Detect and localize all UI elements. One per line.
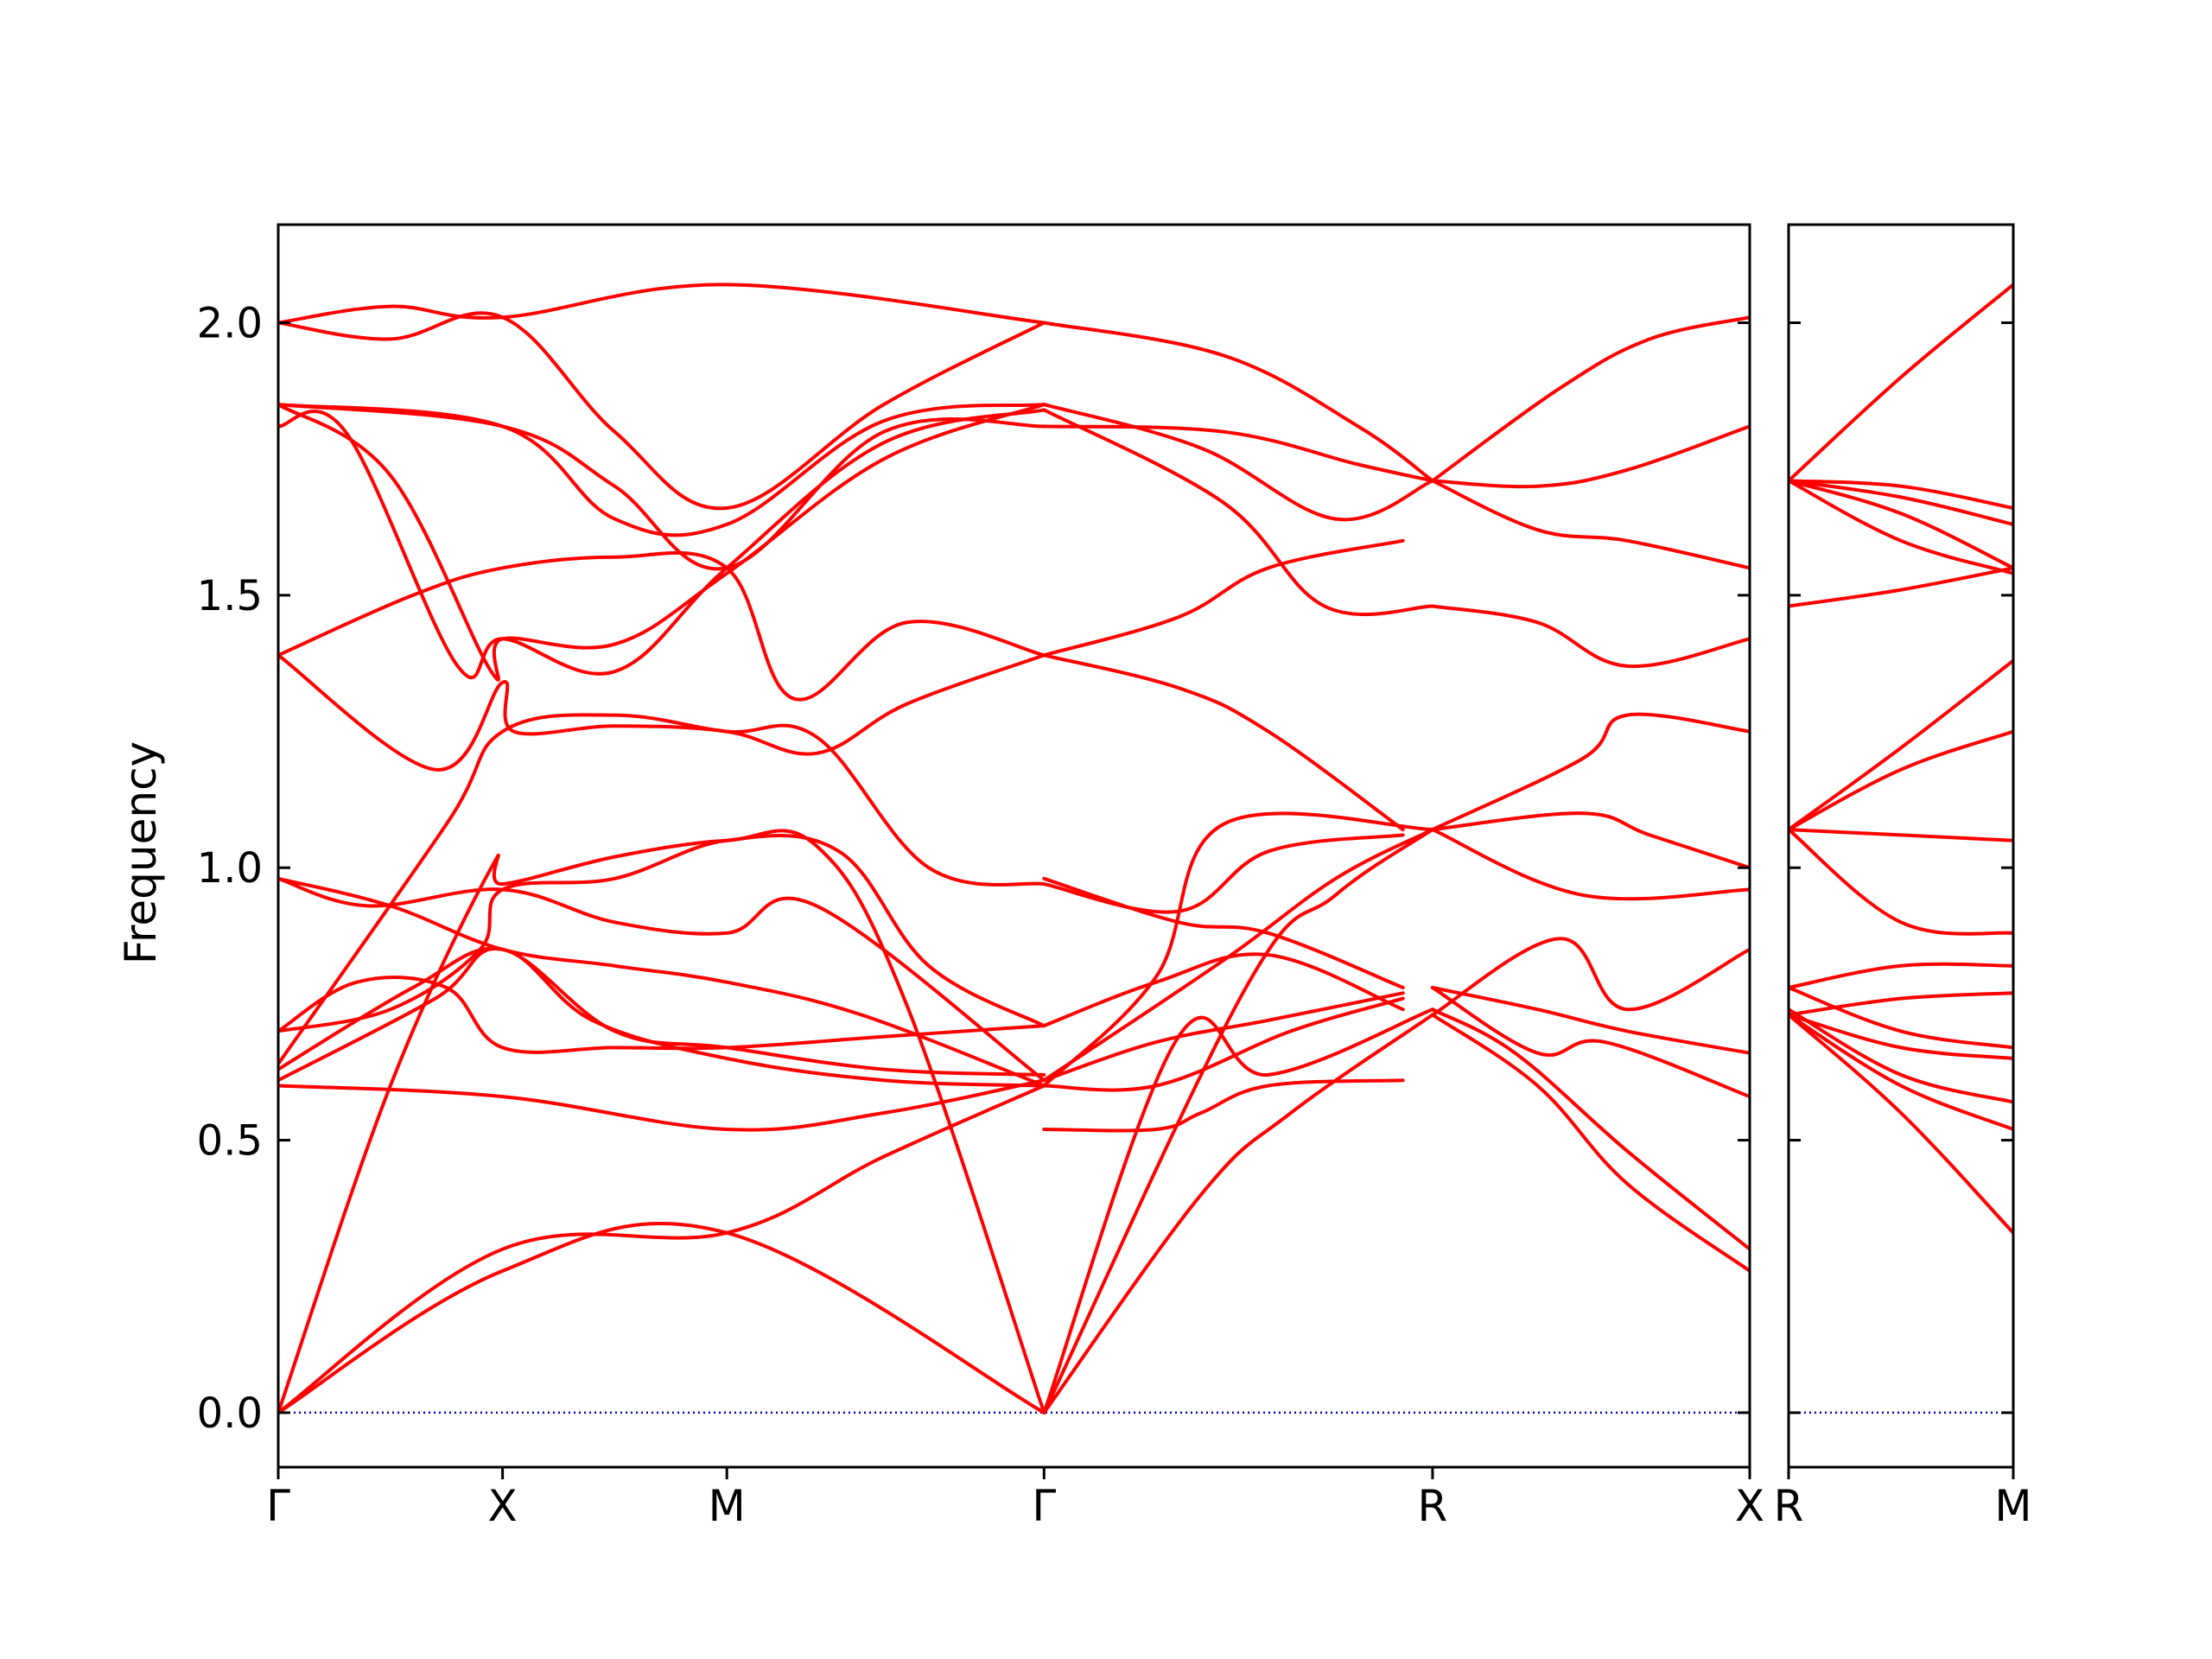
- x-tick-label: M: [1994, 1481, 2031, 1531]
- band-series-9: [278, 834, 1046, 1033]
- x-tick-label: R: [1774, 1481, 1804, 1531]
- band-series-38: [1430, 1007, 1750, 1251]
- band-series-8: [1789, 828, 2013, 936]
- y-tick-label: 2.0: [197, 300, 263, 348]
- y-tick-label: 0.0: [197, 1389, 263, 1438]
- band-series-14: [278, 408, 1046, 680]
- band-series-17: [1789, 283, 2013, 483]
- band-series-1: [1789, 1013, 2013, 1235]
- band-series-7: [278, 713, 1046, 1066]
- x-tick-label: R: [1418, 1481, 1448, 1531]
- band-series-8: [278, 976, 1046, 1054]
- band-series-4: [1789, 1013, 2013, 1060]
- band-series-41: [1430, 937, 1750, 1017]
- axes-frame: [276, 223, 1751, 1469]
- band-series-1: [278, 1222, 1046, 1414]
- axes-frame: [1787, 223, 2015, 1469]
- band-series-48: [1430, 315, 1750, 483]
- band-series-43: [1430, 828, 1750, 901]
- x-tick-label: Γ: [266, 1481, 290, 1531]
- band-series-5: [1789, 986, 2013, 1050]
- band-series-17: [278, 403, 1046, 537]
- band-series-45: [1430, 604, 1750, 669]
- band-series-36: [1042, 811, 1434, 1088]
- x-tick-label: X: [1735, 1481, 1764, 1531]
- band-series-18: [278, 311, 1046, 511]
- band-series-4: [278, 1078, 1046, 1132]
- band-series-19: [278, 283, 1046, 325]
- band-series-13: [1789, 479, 2013, 575]
- band-series-11: [278, 876, 1046, 1088]
- band-series-16: [1789, 479, 2013, 510]
- y-axis-label: Frequency: [116, 741, 166, 964]
- band-series-21: [1042, 996, 1405, 1092]
- band-series-27: [1042, 538, 1405, 658]
- band-series-6: [1789, 991, 2013, 1017]
- band-series-28: [1042, 424, 1434, 483]
- band-series-46: [1430, 479, 1750, 570]
- band-series-37: [1430, 1013, 1750, 1273]
- band-series-23: [1042, 952, 1405, 1028]
- panel-main: 0.0 0.5 1.0 1.5 2.0 Γ X M Γ R X: [197, 223, 1764, 1531]
- band-series-10: [278, 876, 1046, 1083]
- band-series-13: [278, 550, 1046, 702]
- band-series-25: [1042, 876, 1405, 989]
- band-series-29: [1042, 321, 1434, 483]
- x-tick-label: M: [709, 1481, 746, 1531]
- band-series-20: [1042, 1078, 1405, 1133]
- band-series-16: [278, 403, 1046, 571]
- band-series-47: [1430, 424, 1750, 489]
- band-series-9: [1789, 828, 2013, 842]
- y-tick-label: 1.0: [197, 844, 263, 893]
- band-series-22: [1042, 991, 1405, 1083]
- band-series-7: [1789, 962, 2013, 989]
- band-series-15: [278, 403, 1046, 682]
- band-series-33: [1042, 1007, 1434, 1414]
- band-series-15: [1789, 479, 2013, 526]
- band-series-3: [278, 829, 1046, 1414]
- band-series-34: [1042, 828, 1434, 1414]
- band-series-11: [1789, 658, 2013, 832]
- band-series-40: [1430, 986, 1750, 1055]
- x-tick-label: Γ: [1032, 1481, 1056, 1531]
- band-series-10: [1789, 729, 2013, 832]
- band-series-30: [1042, 403, 1434, 522]
- band-series-12: [278, 653, 1046, 772]
- band-series-44: [1430, 712, 1750, 832]
- y-tick-label: 1.5: [197, 572, 263, 620]
- x-tick-label: X: [487, 1481, 517, 1531]
- band-series-31: [1042, 408, 1434, 617]
- band-series-3: [1789, 1007, 2013, 1104]
- band-series-24: [1042, 833, 1405, 914]
- band-series-2: [1789, 1013, 2013, 1131]
- band-series-12: [1789, 566, 2013, 608]
- y-tick-label: 0.5: [197, 1117, 263, 1166]
- band-series-26: [1042, 653, 1405, 832]
- band-series-32: [1042, 1013, 1434, 1414]
- band-series-42: [1430, 811, 1750, 870]
- band-series-14: [1789, 479, 2013, 570]
- band-series-35: [1042, 828, 1434, 1083]
- band-series-6: [278, 946, 1046, 1088]
- band-series-2: [278, 1084, 1046, 1414]
- band-series-39: [1430, 986, 1750, 1099]
